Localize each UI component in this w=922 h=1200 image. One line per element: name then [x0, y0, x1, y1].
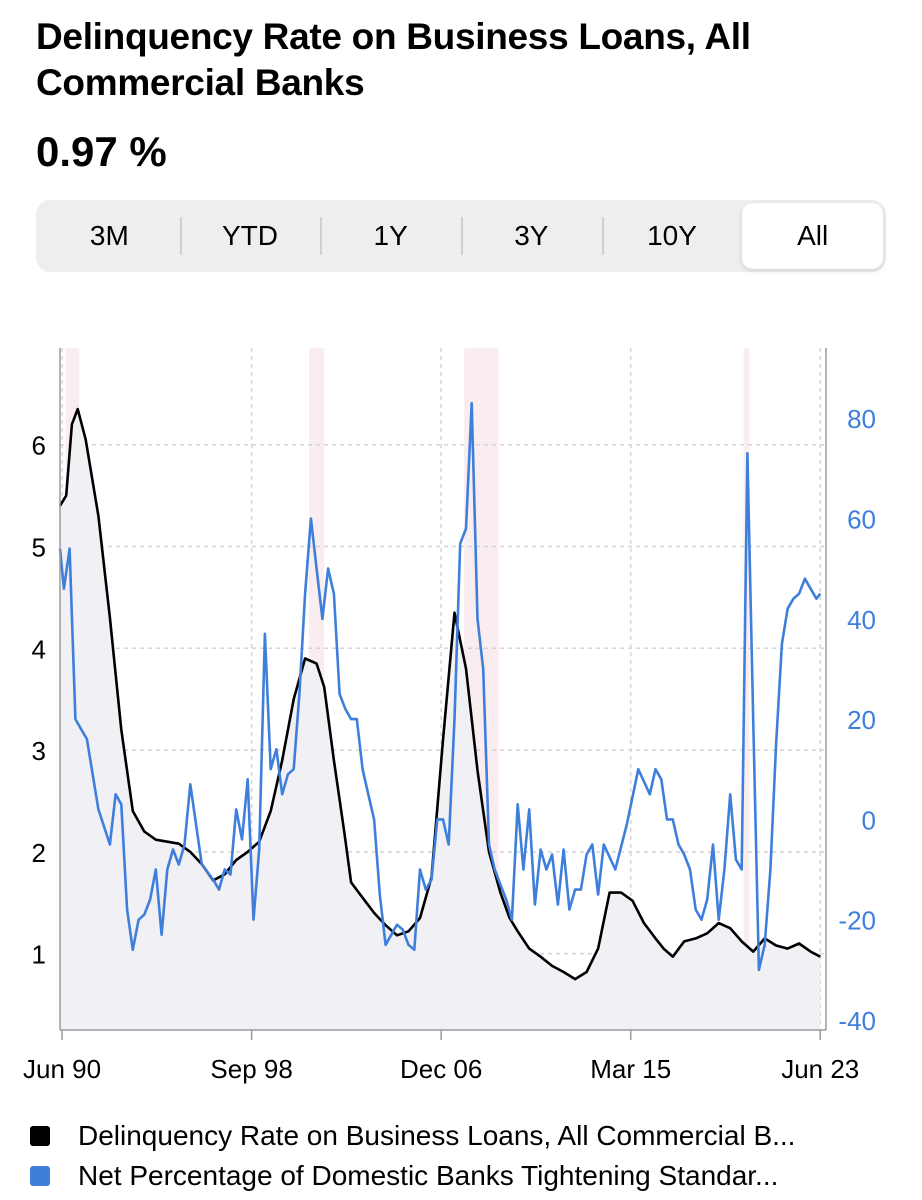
right-tick-label: 40: [847, 605, 876, 635]
x-tick-label: Sep 98: [210, 1054, 292, 1084]
legend-swatch-blue: [30, 1166, 50, 1186]
legend: Delinquency Rate on Business Loans, All …: [30, 1116, 900, 1196]
legend-label: Delinquency Rate on Business Loans, All …: [78, 1120, 796, 1151]
range-3m-button[interactable]: 3M: [89, 220, 129, 251]
legend-item-delinquency[interactable]: Delinquency Rate on Business Loans, All …: [30, 1116, 900, 1156]
legend-item-tightening[interactable]: Net Percentage of Domestic Banks Tighten…: [30, 1156, 900, 1196]
chart-title: Delinquency Rate on Business Loans, All …: [36, 16, 751, 103]
x-tick-label: Mar 15: [590, 1054, 671, 1084]
left-tick-label: 6: [32, 431, 46, 461]
right-tick-label: 0: [862, 805, 876, 835]
legend-swatch-black: [30, 1126, 50, 1146]
legend-label: Net Percentage of Domestic Banks Tighten…: [78, 1160, 779, 1191]
line-chart[interactable]: 1 2 3 4 5 6 -40 -20 0 20 40 60 80 Jun 90 Sep 98 Dec 06 M…: [0, 330, 922, 1110]
range-1y-button[interactable]: 1Y: [320, 203, 461, 269]
current-value: 0.97 %: [36, 128, 167, 175]
range-3y-button[interactable]: 3Y: [461, 203, 602, 269]
left-tick-label: 4: [32, 634, 46, 664]
left-tick-label: 3: [32, 736, 46, 766]
left-tick-label: 2: [32, 838, 46, 868]
series-lines: [58, 401, 822, 981]
x-tick-label: Jun 23: [781, 1054, 859, 1084]
range-10y-button[interactable]: 10Y: [601, 203, 743, 269]
right-tick-label: -20: [838, 906, 876, 936]
tightening-series-line: [58, 401, 822, 972]
range-all-button[interactable]: All: [742, 203, 884, 269]
recession-band: [743, 348, 750, 1030]
right-tick-label: 60: [847, 505, 876, 535]
x-tick-label: Dec 06: [400, 1054, 482, 1084]
axes: 1 2 3 4 5 6 -40 -20 0 20 40 60 80 Jun 90 Sep 98 Dec 06 M…: [23, 348, 876, 1084]
left-tick-label: 1: [32, 940, 46, 970]
range-ytd-button[interactable]: YTD: [179, 203, 321, 269]
right-tick-label: -40: [838, 1006, 876, 1036]
x-tick-label: Jun 90: [23, 1054, 101, 1084]
left-tick-label: 5: [32, 532, 46, 562]
range-selector: 3M YTD 1Y 3Y 10Y All: [36, 200, 886, 272]
delinquency-area: [60, 409, 821, 1031]
right-tick-label: 80: [847, 404, 876, 434]
delinquency-area-fill: [60, 409, 821, 1031]
right-tick-label: 20: [847, 705, 876, 735]
